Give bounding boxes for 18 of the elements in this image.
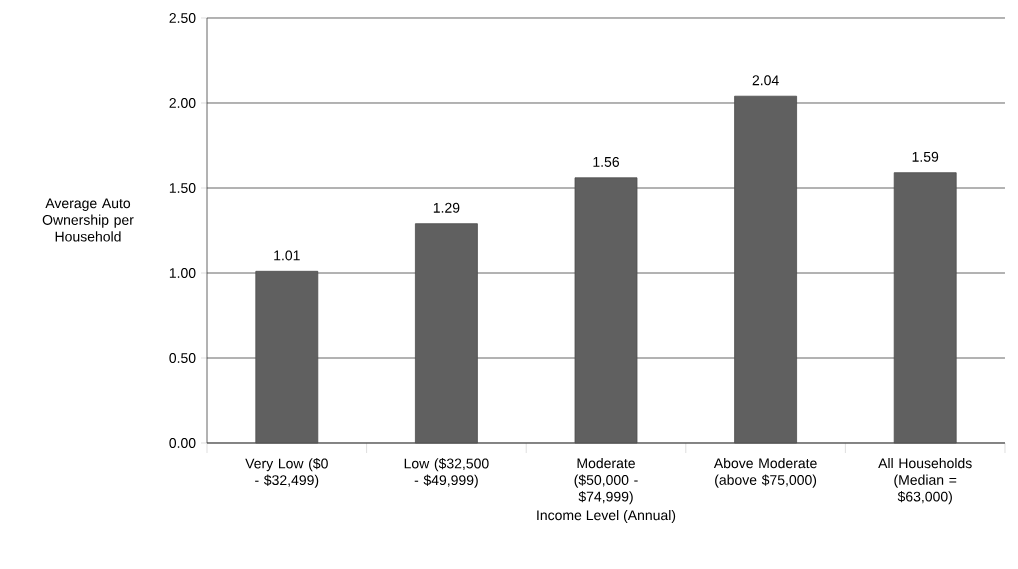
- data-label: 1.29: [433, 202, 460, 213]
- y-tick-label: 2.00: [169, 98, 196, 108]
- y-tick-label: 0.00: [169, 438, 196, 448]
- data-label: 1.56: [593, 156, 620, 167]
- x-tick-label: All Households (Median = $63,000): [878, 457, 972, 505]
- y-tick-label: 1.50: [169, 183, 196, 193]
- data-label: 1.01: [274, 250, 300, 261]
- x-axis-title: Income Level (Annual): [537, 509, 676, 523]
- y-tick-label: 0.50: [169, 353, 196, 363]
- x-tick-label: Above Moderate (above $75,000): [713, 457, 817, 488]
- y-tick-label: 1.00: [169, 268, 196, 278]
- x-tick-label: Very Low ($0 - $32,499): [245, 457, 328, 488]
- x-tick-label: Moderate ($50,000 - $74,999): [574, 457, 638, 505]
- data-label: 2.04: [752, 75, 779, 86]
- y-tick-label: 2.50: [169, 13, 196, 23]
- y-axis-title: Average Auto Ownership per Household: [42, 198, 134, 242]
- x-tick-label: Low ($32,500 - $49,999): [404, 457, 489, 488]
- data-label: 1.59: [912, 151, 939, 162]
